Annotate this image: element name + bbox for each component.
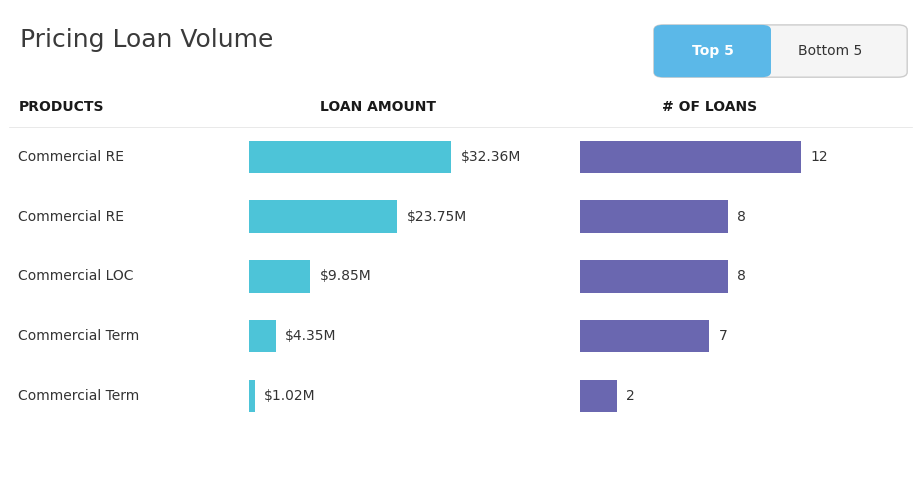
Text: Pricing Loan Volume: Pricing Loan Volume xyxy=(20,28,274,52)
Text: Commercial LOC: Commercial LOC xyxy=(18,269,134,283)
FancyBboxPatch shape xyxy=(654,25,771,77)
Text: $1.02M: $1.02M xyxy=(264,389,316,403)
Text: $9.85M: $9.85M xyxy=(320,269,371,283)
Text: 12: 12 xyxy=(810,150,828,164)
FancyBboxPatch shape xyxy=(580,201,728,233)
Text: 8: 8 xyxy=(737,269,746,283)
FancyBboxPatch shape xyxy=(580,320,709,353)
FancyBboxPatch shape xyxy=(249,379,255,412)
Text: LOAN AMOUNT: LOAN AMOUNT xyxy=(320,100,436,114)
Text: Bottom 5: Bottom 5 xyxy=(798,44,862,58)
Text: $32.36M: $32.36M xyxy=(460,150,521,164)
FancyBboxPatch shape xyxy=(580,260,728,293)
Text: 2: 2 xyxy=(626,389,635,403)
Text: 8: 8 xyxy=(737,210,746,224)
FancyBboxPatch shape xyxy=(580,140,801,173)
Text: 7: 7 xyxy=(718,329,728,343)
Text: # OF LOANS: # OF LOANS xyxy=(661,100,757,114)
Text: Commercial RE: Commercial RE xyxy=(18,210,124,224)
FancyBboxPatch shape xyxy=(249,260,310,293)
Text: Commercial Term: Commercial Term xyxy=(18,389,140,403)
Text: Commercial RE: Commercial RE xyxy=(18,150,124,164)
FancyBboxPatch shape xyxy=(580,379,617,412)
Text: PRODUCTS: PRODUCTS xyxy=(18,100,104,114)
FancyBboxPatch shape xyxy=(654,25,907,77)
Text: Commercial Term: Commercial Term xyxy=(18,329,140,343)
Text: $23.75M: $23.75M xyxy=(406,210,467,224)
FancyBboxPatch shape xyxy=(249,201,397,233)
Text: Top 5: Top 5 xyxy=(692,44,733,58)
FancyBboxPatch shape xyxy=(249,140,451,173)
FancyBboxPatch shape xyxy=(249,320,276,353)
Text: $4.35M: $4.35M xyxy=(286,329,336,343)
